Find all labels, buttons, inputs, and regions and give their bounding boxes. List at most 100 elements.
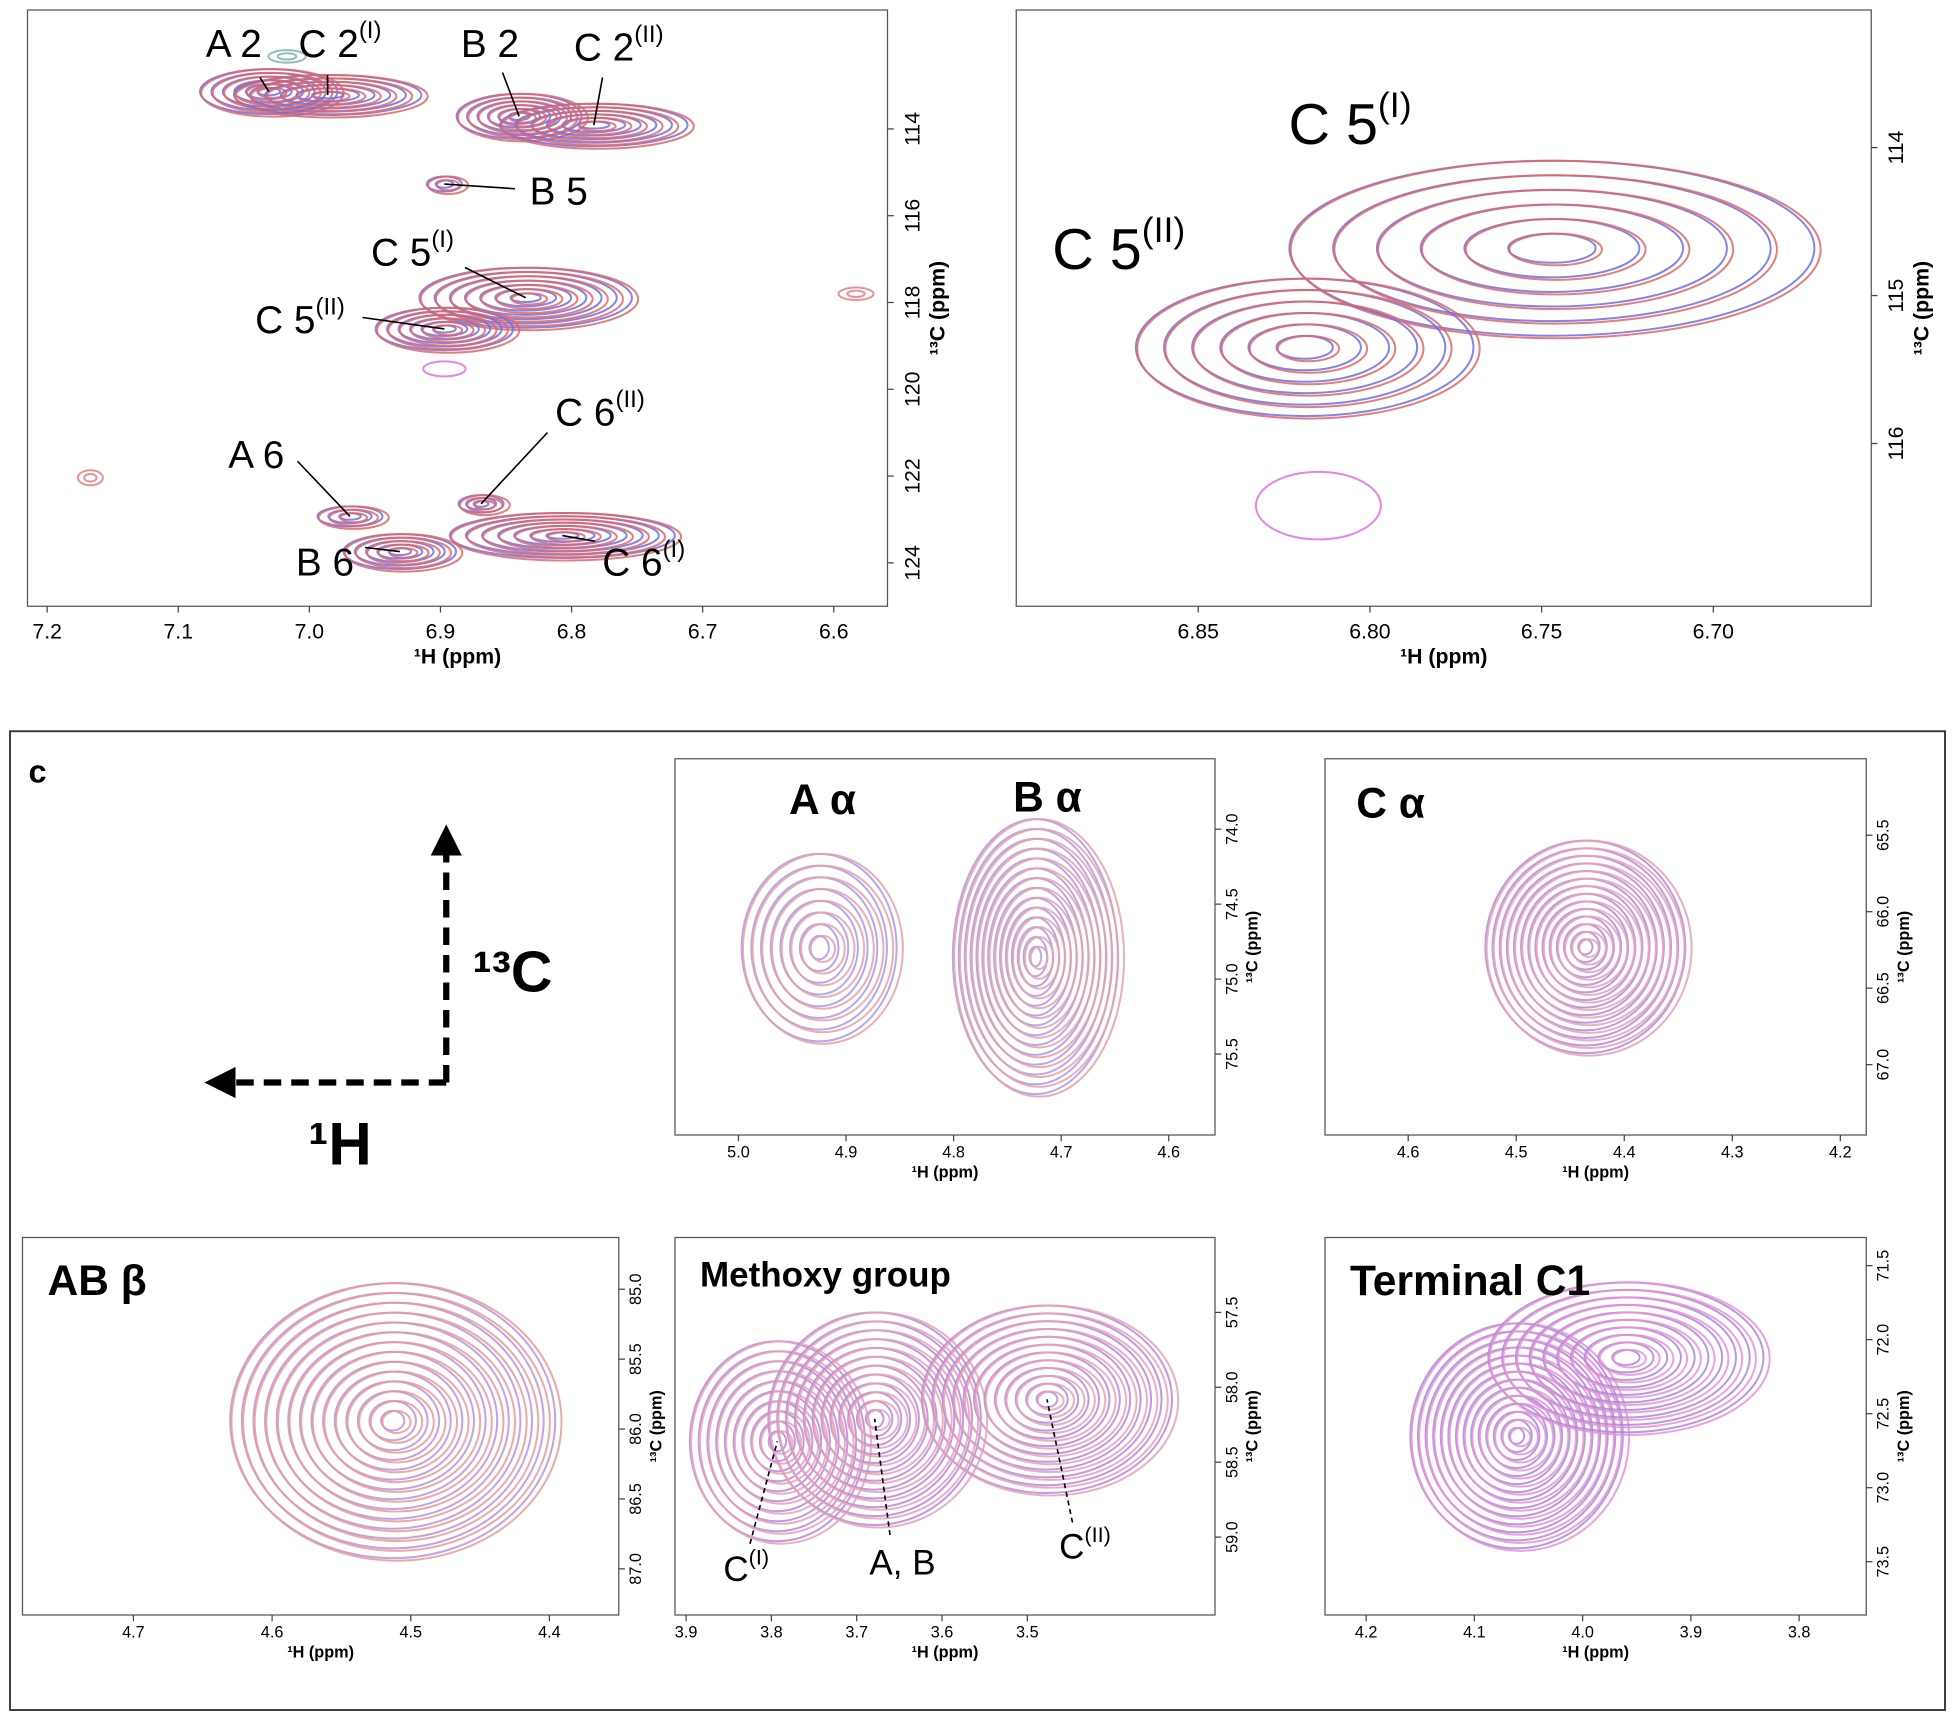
contour-ring [812,1355,944,1485]
contour-ring [450,512,683,562]
x-axis-title: ¹H (ppm) [1562,1644,1629,1662]
y-tick-label: 116 [901,199,925,233]
contour-ring [1015,1374,1086,1427]
contour-ring [547,113,648,140]
contour-ring [465,279,594,319]
peak-label-text: B 6 [296,541,354,584]
contour-ring [1486,1402,1555,1472]
x-tick-label: 4.5 [1505,1144,1528,1162]
x-tick-label: 3.8 [1788,1624,1811,1642]
x-tick-label: 4.2 [1355,1624,1378,1642]
contour-ring [959,827,1120,1088]
peak-label: A, B [869,1543,935,1582]
contour-ring [963,1335,1138,1466]
contour-ring [346,1380,447,1464]
contour-ring [300,1341,493,1503]
y-tick-label: 116 [1884,427,1908,461]
x-tick-label: 4.1 [1463,1624,1486,1642]
x-tick-label: 3.9 [675,1624,698,1642]
peak-label-sup: (II) [1084,1522,1111,1547]
contour-ring [249,77,414,116]
contour-ring [466,497,504,514]
peak-label-text: C 5 [371,231,431,274]
leader-line [464,266,527,299]
contour-ring [964,837,1114,1078]
contour-ring [375,306,521,354]
contour-ring [1420,203,1691,296]
peak-label-text: C 6 [602,541,662,584]
y-tick-label: 118 [901,286,925,320]
contour-ring [751,864,895,1034]
contour-ring [1333,174,1778,325]
peak-label-sup: (II) [634,20,663,47]
contour-ring [984,1351,1117,1450]
y-tick-label: 66.0 [1875,896,1893,928]
contour-ring [288,1331,505,1513]
leader-line [593,77,604,126]
x-tick-label: 7.1 [163,619,193,643]
leader-line [362,316,445,330]
panel-label: c [28,753,46,789]
contour-ring [800,923,846,975]
peak-label: A α [789,777,856,824]
x-tick-label: 4.4 [538,1624,561,1642]
contour-ring [1557,1318,1702,1399]
x-tick-label: 6.6 [819,619,849,643]
contour-ring [1276,334,1341,363]
contour-ring [1164,289,1453,409]
panel-title: Terminal C1 [1350,1258,1590,1305]
contour-ring [690,1340,873,1545]
peak-label: B 2 [461,22,519,65]
contour-ring [953,1327,1148,1474]
contour-ring [1521,877,1657,1019]
y-tick-label: 86.5 [627,1483,645,1515]
contour-ring [265,80,398,112]
leader-line [364,546,400,553]
contour-ring [768,1430,794,1455]
contour-ring [510,292,549,306]
contour-ring [1502,1288,1757,1429]
contour-ring [495,288,564,310]
peak-label-text: C 5 [1052,218,1141,282]
contour-ring [433,324,464,336]
contour-ring [780,899,866,998]
contour-ring [1492,847,1686,1050]
peak-label: C 2(II) [574,20,664,69]
contour-ring [988,877,1090,1039]
contour-ring [1136,277,1481,420]
panel-title: AB β [48,1258,147,1305]
contour-ring [768,1311,989,1529]
contour-ring [1557,915,1622,981]
contour-ring [970,847,1108,1069]
y-axis-title: ¹³C (ppm) [1244,911,1262,983]
contour-ring [1440,1354,1600,1520]
x-tick-label: 3.7 [845,1624,868,1642]
y-tick-label: 85.5 [627,1343,645,1375]
y-tick-label: 124 [901,545,925,581]
contour-ring [317,505,390,530]
x-axis-title: ¹H (ppm) [912,1644,979,1662]
x-tick-label: 6.70 [1693,619,1734,643]
contour-ring [450,275,609,323]
contour-ring [281,84,382,109]
peak-label-text: C 2 [299,22,359,65]
peak-label: C 5(II) [255,293,345,342]
x-tick-label: 4.6 [261,1624,284,1642]
contour-ring [761,876,885,1022]
y-tick-label: 72.0 [1875,1324,1893,1356]
contour-ring [1023,935,1055,980]
contour-ring [994,886,1084,1029]
contour-ring [1418,1330,1623,1544]
x-tick-label: 4.9 [835,1144,858,1162]
contour-ring [398,313,498,347]
contour-ring [1571,930,1607,966]
y-tick-label: 114 [1884,130,1908,164]
peak-label: B 5 [530,170,588,213]
x-tick-label: 5.0 [727,1144,750,1162]
contour-ring [1499,854,1679,1042]
contour-ring [253,1301,540,1543]
y-axis-title: ¹³C (ppm) [1909,261,1933,355]
contour-ring [562,116,633,136]
y-tick-label: 75.5 [1224,1038,1242,1070]
leader-line [749,1441,779,1544]
